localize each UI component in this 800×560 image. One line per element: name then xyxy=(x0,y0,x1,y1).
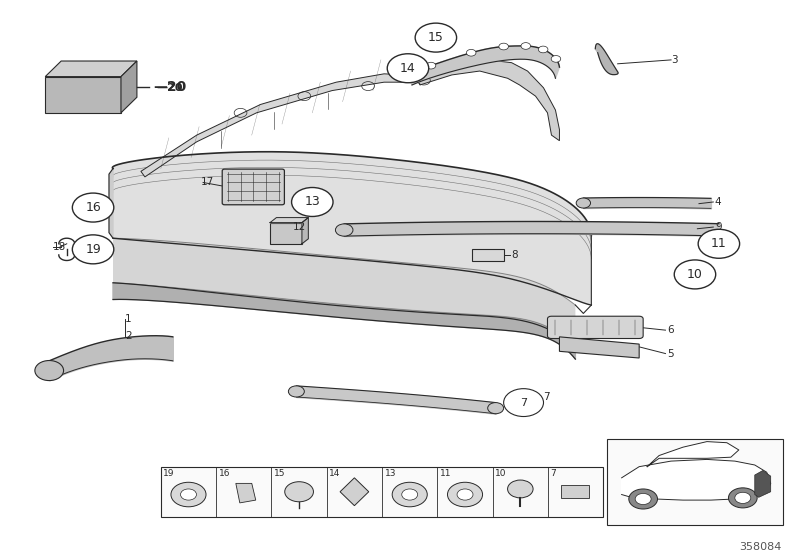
Circle shape xyxy=(507,480,533,498)
Text: 17: 17 xyxy=(201,178,214,188)
Text: 1: 1 xyxy=(125,314,131,324)
Polygon shape xyxy=(622,459,770,500)
Circle shape xyxy=(72,235,114,264)
Text: 6: 6 xyxy=(667,325,674,335)
Bar xyxy=(472,249,504,261)
Text: 358084: 358084 xyxy=(738,542,781,552)
Text: 11: 11 xyxy=(440,469,451,478)
Circle shape xyxy=(447,482,482,507)
Circle shape xyxy=(521,43,530,49)
Polygon shape xyxy=(109,169,113,238)
Text: 4: 4 xyxy=(715,197,722,207)
Circle shape xyxy=(426,62,436,69)
Text: 19: 19 xyxy=(85,243,101,256)
Text: 7: 7 xyxy=(550,469,556,478)
Circle shape xyxy=(538,46,548,53)
Polygon shape xyxy=(595,44,618,74)
Text: 19: 19 xyxy=(163,469,174,478)
Circle shape xyxy=(629,489,658,509)
Text: 16: 16 xyxy=(85,201,101,214)
Polygon shape xyxy=(647,442,739,466)
Circle shape xyxy=(635,493,651,505)
Circle shape xyxy=(402,489,418,500)
Bar xyxy=(270,223,302,244)
Text: 12: 12 xyxy=(292,222,306,232)
Text: 15: 15 xyxy=(428,31,444,44)
Circle shape xyxy=(171,482,206,507)
Text: 2: 2 xyxy=(125,331,131,340)
Circle shape xyxy=(551,55,561,62)
Polygon shape xyxy=(416,60,559,141)
Polygon shape xyxy=(112,152,591,305)
Text: 9: 9 xyxy=(715,222,722,232)
Circle shape xyxy=(466,49,476,56)
Circle shape xyxy=(72,193,114,222)
Circle shape xyxy=(735,492,750,503)
Text: 7: 7 xyxy=(520,398,527,408)
Text: 10: 10 xyxy=(687,268,703,281)
Text: 7: 7 xyxy=(543,392,550,402)
Text: 13: 13 xyxy=(305,195,320,208)
Polygon shape xyxy=(113,283,575,359)
Polygon shape xyxy=(236,483,256,503)
Bar xyxy=(562,484,589,498)
Text: 18: 18 xyxy=(54,241,66,251)
Polygon shape xyxy=(754,470,770,497)
Polygon shape xyxy=(113,238,575,347)
Circle shape xyxy=(35,361,63,381)
Circle shape xyxy=(288,386,304,397)
Text: 15: 15 xyxy=(274,469,286,478)
Circle shape xyxy=(415,23,457,52)
Text: 14: 14 xyxy=(329,469,341,478)
Polygon shape xyxy=(408,46,559,85)
Bar xyxy=(161,466,603,517)
Polygon shape xyxy=(559,337,639,358)
Circle shape xyxy=(335,224,353,236)
Text: 11: 11 xyxy=(711,237,726,250)
Polygon shape xyxy=(340,478,369,506)
FancyBboxPatch shape xyxy=(222,169,285,205)
Circle shape xyxy=(698,229,740,258)
Circle shape xyxy=(674,260,716,289)
Circle shape xyxy=(285,482,314,502)
Circle shape xyxy=(576,198,590,208)
Circle shape xyxy=(488,403,504,414)
Circle shape xyxy=(291,188,333,217)
Polygon shape xyxy=(302,218,308,244)
Text: 16: 16 xyxy=(218,469,230,478)
Polygon shape xyxy=(270,218,308,223)
Circle shape xyxy=(387,54,429,83)
Circle shape xyxy=(181,489,197,500)
Text: 5: 5 xyxy=(667,348,674,358)
Text: 3: 3 xyxy=(671,55,678,65)
Text: —20: —20 xyxy=(153,80,186,94)
Bar xyxy=(607,439,782,525)
Polygon shape xyxy=(46,61,137,77)
Circle shape xyxy=(499,43,509,50)
Polygon shape xyxy=(141,74,408,177)
Circle shape xyxy=(457,489,473,500)
Text: —20: —20 xyxy=(157,83,183,93)
Circle shape xyxy=(729,488,757,508)
Text: 10: 10 xyxy=(495,469,506,478)
Polygon shape xyxy=(121,61,137,113)
FancyBboxPatch shape xyxy=(547,316,643,338)
Text: 8: 8 xyxy=(512,250,518,260)
Text: 14: 14 xyxy=(400,62,416,74)
Circle shape xyxy=(392,482,427,507)
Circle shape xyxy=(504,389,543,417)
Polygon shape xyxy=(46,77,121,113)
Text: 13: 13 xyxy=(385,469,396,478)
